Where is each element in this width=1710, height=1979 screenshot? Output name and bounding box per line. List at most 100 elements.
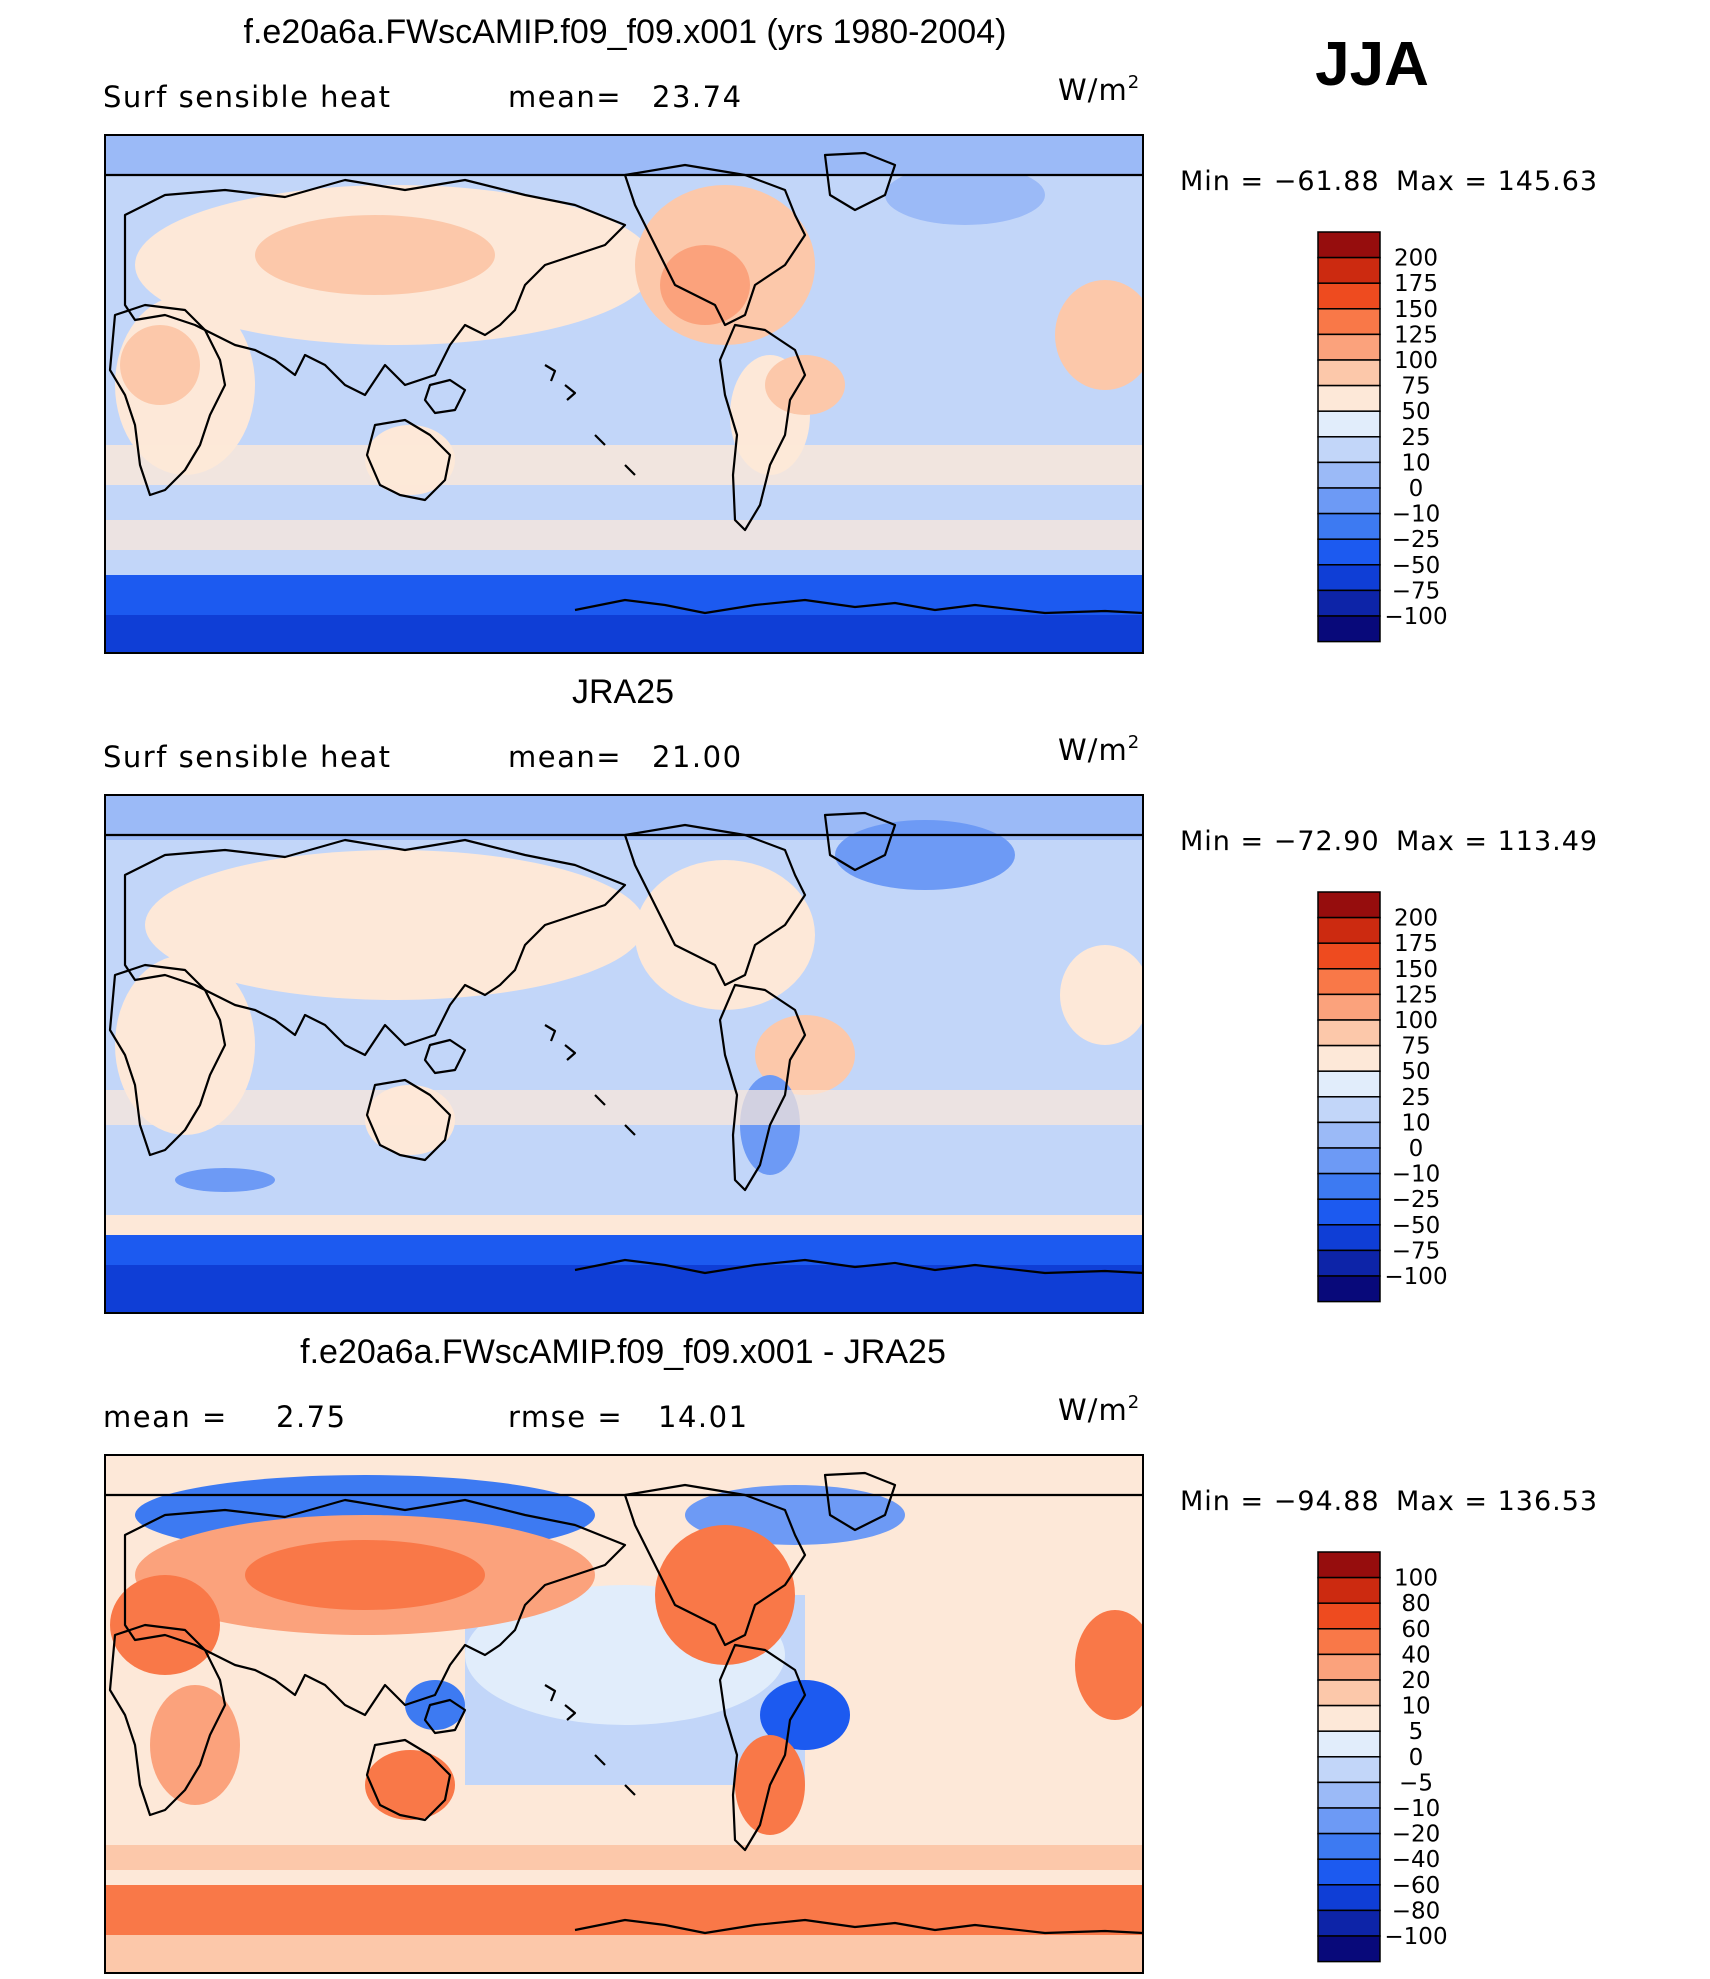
panel3-min: Min = −94.88 bbox=[1180, 1486, 1380, 1517]
colorbar-box bbox=[1317, 1224, 1381, 1252]
panel1-title: f.e20a6a.FWscAMIP.f09_f09.x001 (yrs 1980… bbox=[244, 13, 1007, 51]
colorbar-box bbox=[1317, 538, 1381, 566]
panel3-mean-label: mean = bbox=[103, 1400, 228, 1434]
colorbar-box bbox=[1317, 1198, 1381, 1226]
panel2-mean-label: mean= bbox=[508, 740, 622, 774]
colorbar-box bbox=[1317, 384, 1381, 412]
colorbar-tick-label: 0 bbox=[1409, 1745, 1424, 1771]
colorbar-box bbox=[1317, 1576, 1381, 1604]
colorbar-box bbox=[1317, 1019, 1381, 1047]
colorbar-tick-label: 25 bbox=[1401, 1085, 1430, 1111]
colorbar-box bbox=[1317, 1832, 1381, 1860]
colorbar-box bbox=[1317, 231, 1381, 259]
colorbar-box bbox=[1317, 916, 1381, 944]
colorbar-tick-label: 75 bbox=[1401, 1034, 1430, 1060]
panel2-variable-label: Surf sensible heat bbox=[103, 740, 392, 774]
colorbar-box bbox=[1317, 1602, 1381, 1630]
panel2-mean-value: 21.00 bbox=[652, 740, 743, 774]
colorbar-box bbox=[1317, 333, 1381, 361]
colorbar-tick-label: −5 bbox=[1399, 1770, 1433, 1796]
colorbar-tick-label: 50 bbox=[1401, 399, 1430, 425]
colorbar-tick-label: 75 bbox=[1401, 374, 1430, 400]
colorbar-tick-label: −100 bbox=[1384, 1264, 1447, 1290]
colorbar-tick-label: 125 bbox=[1394, 982, 1438, 1008]
colorbar-tick-label: 200 bbox=[1394, 246, 1438, 272]
panel3-mean-value: 2.75 bbox=[276, 1400, 347, 1434]
panel3-map bbox=[103, 1454, 1145, 1974]
colorbar-box bbox=[1317, 1730, 1381, 1758]
colorbar-box bbox=[1317, 282, 1381, 310]
panel2-max: Max = 113.49 bbox=[1396, 826, 1598, 857]
season-label: JJA bbox=[1315, 30, 1429, 99]
colorbar-tick-label: −75 bbox=[1392, 1238, 1441, 1264]
colorbar-tick-label: 20 bbox=[1401, 1668, 1430, 1694]
panel3-max: Max = 136.53 bbox=[1396, 1486, 1598, 1517]
colorbar-box bbox=[1317, 1147, 1381, 1175]
panel3-rmse-value: 14.01 bbox=[658, 1400, 749, 1434]
colorbar-box bbox=[1317, 891, 1381, 919]
colorbar-box bbox=[1317, 1909, 1381, 1937]
colorbar-tick-label: −75 bbox=[1392, 578, 1441, 604]
colorbar-box bbox=[1317, 1628, 1381, 1656]
colorbar-tick-label: −10 bbox=[1392, 1796, 1441, 1822]
colorbar-box bbox=[1317, 942, 1381, 970]
colorbar-tick-label: 175 bbox=[1394, 931, 1438, 957]
colorbar-box bbox=[1317, 1275, 1381, 1303]
colorbar-tick-label: −25 bbox=[1392, 527, 1441, 553]
colorbar-box bbox=[1317, 1070, 1381, 1098]
colorbar-box bbox=[1317, 1121, 1381, 1149]
colorbar-tick-label: 150 bbox=[1394, 957, 1438, 983]
panel1-min: Min = −61.88 bbox=[1180, 166, 1380, 197]
colorbar-tick-label: 80 bbox=[1401, 1591, 1430, 1617]
panel-2: JRA25 Surf sensible heat mean= 21.00 W/m… bbox=[103, 673, 1598, 1314]
colorbar-box bbox=[1317, 359, 1381, 387]
colorbar-tick-label: −40 bbox=[1392, 1847, 1441, 1873]
colorbar-box bbox=[1317, 1249, 1381, 1277]
panel1-units: W/m2 bbox=[1058, 72, 1140, 107]
colorbar-box bbox=[1317, 1096, 1381, 1124]
panel1-mean-label: mean= bbox=[508, 80, 622, 114]
colorbar-tick-label: 125 bbox=[1394, 322, 1438, 348]
colorbar-tick-label: −50 bbox=[1392, 1213, 1441, 1239]
colorbar-tick-label: 150 bbox=[1394, 297, 1438, 323]
colorbar-box bbox=[1317, 1781, 1381, 1809]
panel1-max: Max = 145.63 bbox=[1396, 166, 1598, 197]
colorbar-tick-label: −100 bbox=[1384, 604, 1447, 630]
panel3-rmse-label: rmse = bbox=[508, 1400, 623, 1434]
colorbar-box bbox=[1317, 1858, 1381, 1886]
colorbar-tick-label: 200 bbox=[1394, 906, 1438, 932]
colorbar-tick-label: 50 bbox=[1401, 1059, 1430, 1085]
colorbar-box bbox=[1317, 615, 1381, 643]
colorbar-tick-label: 40 bbox=[1401, 1642, 1430, 1668]
colorbar-tick-label: −60 bbox=[1392, 1873, 1441, 1899]
panel2-units: W/m2 bbox=[1058, 732, 1140, 767]
colorbar-box bbox=[1317, 487, 1381, 515]
colorbar-box bbox=[1317, 308, 1381, 336]
colorbar-box bbox=[1317, 968, 1381, 996]
colorbar-tick-label: 10 bbox=[1401, 1110, 1430, 1136]
colorbar-box bbox=[1317, 461, 1381, 489]
colorbar-box bbox=[1317, 589, 1381, 617]
panel2-min: Min = −72.90 bbox=[1180, 826, 1380, 857]
colorbar-tick-label: −10 bbox=[1392, 1162, 1441, 1188]
panel-3: f.e20a6a.FWscAMIP.f09_f09.x001 - JRA25 m… bbox=[103, 1333, 1598, 1974]
colorbar-box bbox=[1317, 410, 1381, 438]
colorbar-box bbox=[1317, 1172, 1381, 1200]
panel-1: Surf sensible heat mean= 23.74 W/m2 bbox=[103, 72, 1598, 654]
colorbar-tick-label: −80 bbox=[1392, 1898, 1441, 1924]
colorbar-box bbox=[1317, 1935, 1381, 1963]
colorbar-box bbox=[1317, 1551, 1381, 1579]
colorbar-box bbox=[1317, 993, 1381, 1021]
panel1-mean-value: 23.74 bbox=[652, 80, 743, 114]
colorbar-tick-label: 60 bbox=[1401, 1617, 1430, 1643]
colorbar-box bbox=[1317, 512, 1381, 540]
panel3-units: W/m2 bbox=[1058, 1392, 1140, 1427]
colorbar-box bbox=[1317, 1756, 1381, 1784]
colorbar-tick-label: 10 bbox=[1401, 1694, 1430, 1720]
colorbar-box bbox=[1317, 436, 1381, 464]
colorbar-tick-label: −25 bbox=[1392, 1187, 1441, 1213]
colorbar-box bbox=[1317, 1679, 1381, 1707]
